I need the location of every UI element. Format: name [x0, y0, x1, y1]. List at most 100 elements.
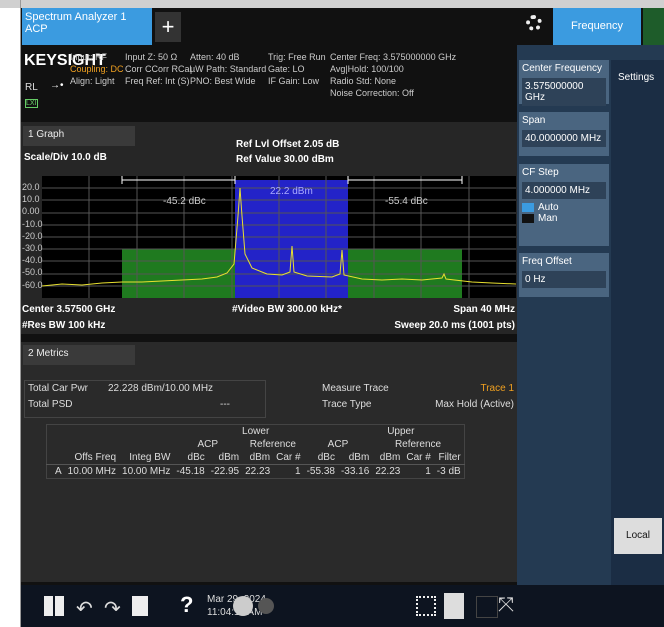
cell: -33.16	[340, 466, 370, 477]
value: 3.575000000 GHz	[522, 78, 606, 106]
column: Car #	[276, 452, 301, 463]
notify-icon[interactable]	[233, 596, 253, 616]
cell: -45.18	[176, 466, 205, 477]
cell: 22.23	[245, 466, 271, 477]
grid	[42, 176, 516, 298]
column: Offs Freq	[74, 452, 117, 463]
grid-icon[interactable]	[416, 596, 436, 616]
main-label: 22.2 dBm	[270, 186, 313, 197]
group: ACP	[197, 439, 219, 450]
label: Span	[522, 115, 546, 126]
status-text: Gate: LO	[268, 64, 305, 74]
measure-trace: Trace 1	[480, 383, 514, 394]
group: ACP	[327, 439, 349, 450]
help[interactable]: ?	[180, 592, 194, 617]
plot	[42, 176, 516, 298]
trace	[42, 187, 516, 287]
sweep: Sweep 20.0 ms (1001 pts)	[394, 320, 515, 331]
total-psd-label: Total PSD	[28, 399, 73, 410]
left-edge	[20, 0, 21, 627]
label: Center Frequency	[522, 63, 603, 74]
cell: 10.00 MHz	[122, 466, 171, 477]
column: dBm	[348, 452, 370, 463]
center: Center 3.57500 GHz	[22, 304, 116, 315]
status-text: Noise Correction: Off	[330, 88, 414, 98]
status-text: Coupling: DC	[70, 64, 124, 74]
total-psd: ---	[220, 399, 230, 410]
status-text: Corr CCorr RCal	[125, 64, 192, 74]
cell: 1	[295, 466, 301, 477]
value: 0 Hz	[522, 271, 606, 288]
frequency-tab[interactable]: Frequency	[553, 8, 641, 45]
status-text: Freq Ref: Int (S)	[125, 76, 190, 86]
freq-offset[interactable]: Freq Offset 0 Hz	[519, 253, 609, 297]
cell	[47, 425, 174, 439]
cf-step[interactable]: CF Step 4.000000 MHz Auto Man	[519, 164, 609, 246]
status-text: IF Gain: Low	[268, 76, 320, 86]
windows-icon[interactable]	[44, 596, 64, 616]
graph-dropdown[interactable]: 1 Graph	[23, 126, 135, 146]
auto-indicator	[522, 203, 534, 212]
redo[interactable]: ↷	[104, 598, 121, 620]
vbw: #Video BW 300.00 kHz*	[232, 304, 342, 315]
column-row: Offs Freq Integ BW dBc dBm dBm Car # dBc dBm dBm…	[46, 451, 465, 465]
rl: RL	[25, 82, 38, 93]
main-channel	[235, 180, 348, 298]
gear-icon[interactable]	[526, 15, 542, 31]
measure-trace-label: Measure Trace	[322, 383, 389, 394]
ref-value: Ref Value 30.00 dBm	[236, 154, 334, 165]
span-key[interactable]: Span 40.0000000 MHz	[519, 112, 609, 156]
data-row: A 10.00 MHz 10.00 MHz -45.18 -22.95 22.23 1 -55…	[47, 465, 465, 479]
channel-markers	[121, 176, 463, 184]
total-car-pwr: 22.228 dBm/10.00 MHz	[108, 383, 214, 394]
layout-icon[interactable]	[476, 596, 498, 618]
metrics-pane	[21, 342, 517, 582]
column: dBc	[317, 452, 335, 463]
cell: A	[55, 466, 62, 477]
acp-table: Lower Upper ACP Reference ACP Reference Offs F…	[46, 424, 465, 479]
y-label: 0.00	[22, 206, 40, 217]
status-text: Center Freq: 3.575000000 GHz	[330, 52, 457, 62]
man-indicator	[522, 214, 534, 223]
column: dBc	[187, 452, 205, 463]
y-label: -30.0	[22, 243, 43, 253]
cell: 1	[425, 466, 431, 477]
value: 4.000000 MHz	[522, 182, 606, 199]
total-car-pwr-label: Total Car Pwr	[28, 383, 89, 394]
label: Freq Offset	[522, 256, 572, 267]
y-label: -20.0	[22, 230, 43, 241]
settings[interactable]: Settings	[618, 72, 655, 83]
status-text: PNO: Best Wide	[190, 76, 256, 86]
trace-type: Max Hold (Active)	[435, 399, 514, 410]
center-freq[interactable]: Center Frequency 3.575000000 GHz	[519, 60, 609, 106]
file-icon[interactable]	[132, 596, 148, 616]
column: dBm	[218, 452, 240, 463]
column: dBm	[379, 452, 401, 463]
header-row: Lower Upper	[47, 425, 465, 439]
touch-icon[interactable]	[444, 593, 464, 619]
lxi: LXI	[25, 99, 38, 108]
scale: Scale/Div 10.0 dB	[24, 152, 107, 163]
lower: Lower	[242, 426, 270, 437]
app-tab[interactable]: Spectrum Analyzer 1 ACP	[22, 8, 152, 45]
value: 40.0000000 MHz	[522, 130, 606, 147]
trace-type-label: Trace Type	[322, 399, 372, 410]
metrics-dropdown[interactable]: 2 Metrics	[23, 345, 135, 365]
group: Reference	[249, 439, 296, 450]
lower-label: -45.2 dBc	[163, 196, 206, 207]
local-button[interactable]: Local	[614, 518, 662, 554]
cell: -3 dB	[436, 466, 461, 477]
add-tab[interactable]: +	[155, 12, 181, 42]
cell: -55.38	[306, 466, 335, 477]
ref-offset: Ref Lvl Offset 2.05 dB	[236, 139, 340, 150]
app-name: Spectrum Analyzer 1	[25, 11, 127, 23]
fullscreen-icon[interactable]: ⤧	[498, 594, 514, 616]
undo[interactable]: ↶	[76, 598, 93, 620]
brand: KEYSIGHT	[24, 52, 106, 69]
notify-icon-2[interactable]	[258, 598, 274, 614]
group: Reference	[394, 439, 442, 450]
y-label: -40.0	[22, 255, 43, 266]
y-label: -50.0	[22, 267, 43, 278]
auto: Auto	[538, 202, 559, 213]
